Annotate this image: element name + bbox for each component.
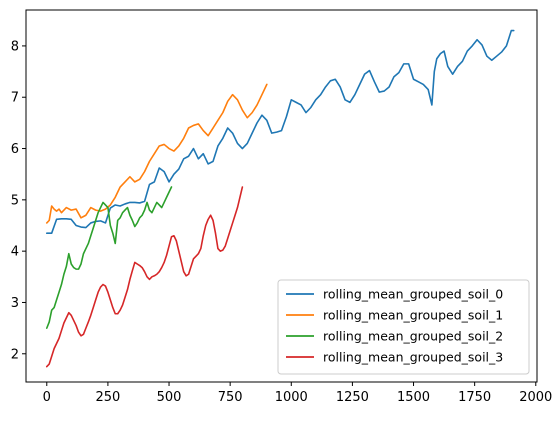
y-tick-label: 4 xyxy=(11,245,19,260)
series-layer xyxy=(45,29,515,368)
x-tick-label: 1250 xyxy=(336,390,369,405)
y-axis: 2 3 4 5 6 7 8 xyxy=(11,39,26,362)
y-tick-label: 6 xyxy=(11,142,19,157)
x-tick-label: 750 xyxy=(218,390,243,405)
x-tick-label: 1500 xyxy=(397,390,430,405)
y-tick-label: 5 xyxy=(11,193,19,208)
legend: rolling_mean_grouped_soil_0 rolling_mean_… xyxy=(277,279,530,375)
y-tick-label: 8 xyxy=(11,39,19,54)
legend-label-2: rolling_mean_grouped_soil_2 xyxy=(323,329,503,344)
x-tick-label: 0 xyxy=(43,390,51,405)
series-line-1 xyxy=(45,83,268,224)
legend-label-3: rolling_mean_grouped_soil_3 xyxy=(323,350,503,365)
legend-box xyxy=(277,279,530,375)
x-tick-label: 2000 xyxy=(519,390,552,405)
y-tick-label: 7 xyxy=(11,91,19,106)
series-line-3 xyxy=(45,186,244,368)
x-tick-label: 1000 xyxy=(275,390,308,405)
legend-label-1: rolling_mean_grouped_soil_1 xyxy=(323,308,503,323)
series-line-2 xyxy=(45,186,173,329)
x-tick-label: 500 xyxy=(157,390,182,405)
x-tick-label: 250 xyxy=(95,390,120,405)
plot-frame xyxy=(25,9,538,383)
x-axis: 0 250 500 750 1000 1250 1500 1750 2000 xyxy=(43,382,552,405)
y-tick-label: 3 xyxy=(11,296,19,311)
x-tick-label: 1750 xyxy=(458,390,491,405)
series-line-0 xyxy=(45,29,515,234)
legend-label-0: rolling_mean_grouped_soil_0 xyxy=(323,287,503,302)
y-tick-label: 2 xyxy=(11,347,19,362)
